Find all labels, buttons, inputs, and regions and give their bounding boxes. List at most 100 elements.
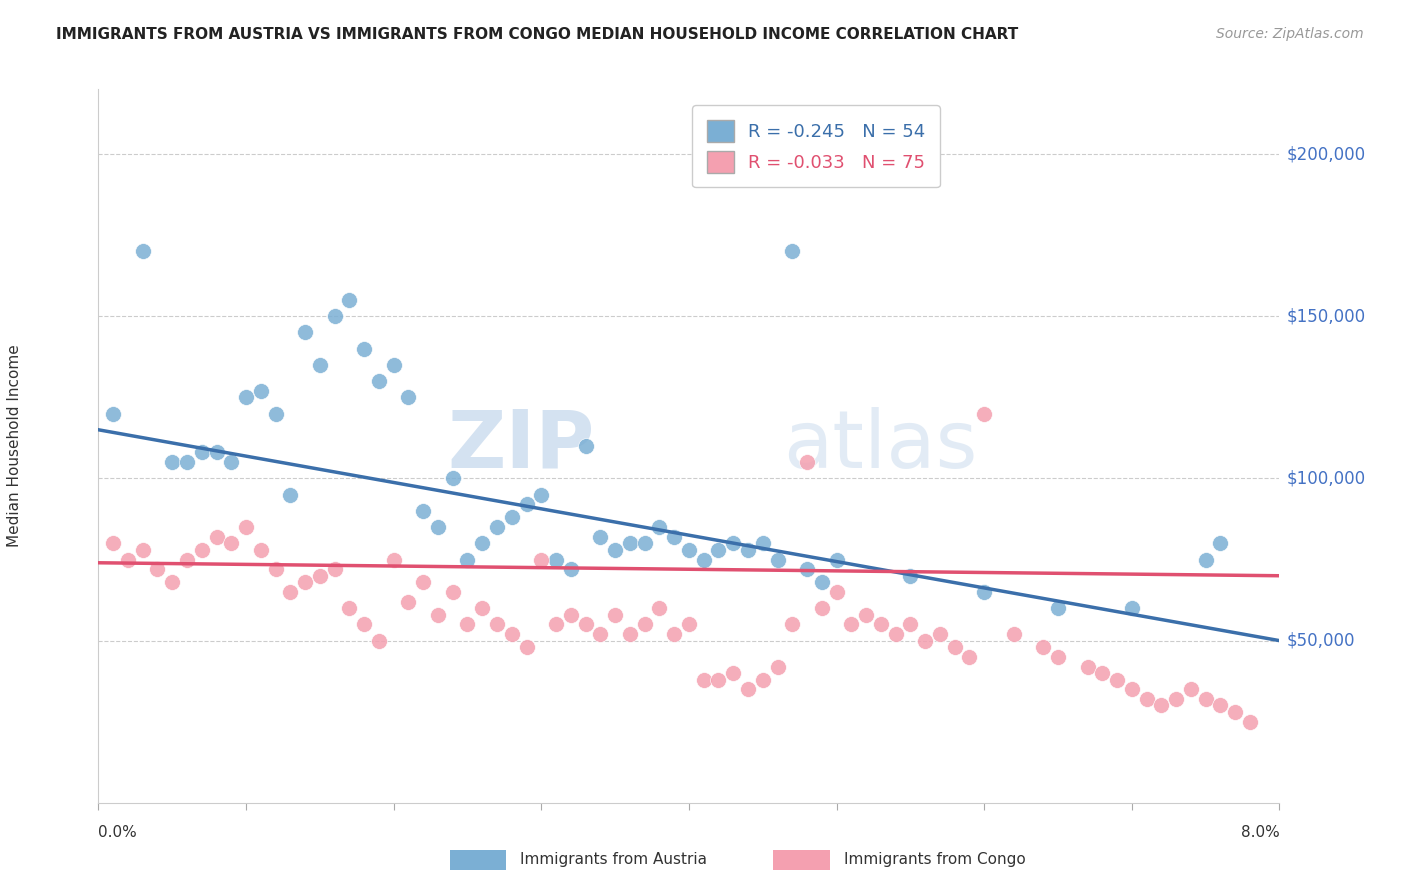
Point <box>619 536 641 550</box>
Point <box>456 552 478 566</box>
Point <box>751 536 773 550</box>
Point <box>132 542 155 557</box>
Point <box>928 627 950 641</box>
Point <box>1135 692 1157 706</box>
Point <box>707 542 730 557</box>
Point <box>589 530 612 544</box>
Point <box>1209 536 1232 550</box>
Text: Immigrants from Austria: Immigrants from Austria <box>520 853 707 867</box>
Point <box>353 342 375 356</box>
Point <box>574 439 596 453</box>
Point <box>914 633 936 648</box>
Point <box>796 455 818 469</box>
Point <box>898 568 921 582</box>
Point <box>515 640 537 654</box>
Point <box>782 244 804 259</box>
Point <box>766 659 789 673</box>
Point <box>367 374 389 388</box>
Point <box>574 617 596 632</box>
Point <box>693 673 716 687</box>
Point <box>426 607 449 622</box>
Point <box>1077 659 1099 673</box>
Point <box>707 673 730 687</box>
Point <box>721 536 744 550</box>
Point <box>456 617 478 632</box>
Point <box>412 575 434 590</box>
Point <box>250 542 273 557</box>
Point <box>219 536 242 550</box>
Point <box>323 310 346 324</box>
Point <box>560 562 582 576</box>
Point <box>560 607 582 622</box>
Point <box>162 575 183 590</box>
Point <box>1150 698 1173 713</box>
Point <box>485 520 508 534</box>
Point <box>855 607 877 622</box>
Point <box>839 617 862 632</box>
Point <box>1046 601 1069 615</box>
Point <box>678 542 700 557</box>
Point <box>205 445 228 459</box>
Point <box>308 358 332 372</box>
Point <box>501 510 523 524</box>
Point <box>412 504 434 518</box>
Point <box>337 293 360 307</box>
Point <box>353 617 375 632</box>
Text: $50,000: $50,000 <box>1286 632 1355 649</box>
Point <box>544 617 567 632</box>
Point <box>471 536 494 550</box>
Point <box>1105 673 1128 687</box>
Point <box>1194 552 1216 566</box>
Point <box>264 407 287 421</box>
Point <box>117 552 139 566</box>
Text: ZIP: ZIP <box>447 407 595 485</box>
Point <box>426 520 449 534</box>
Text: IMMIGRANTS FROM AUSTRIA VS IMMIGRANTS FROM CONGO MEDIAN HOUSEHOLD INCOME CORRELA: IMMIGRANTS FROM AUSTRIA VS IMMIGRANTS FR… <box>56 27 1018 42</box>
Text: atlas: atlas <box>783 407 977 485</box>
Legend: R = -0.245   N = 54, R = -0.033   N = 75: R = -0.245 N = 54, R = -0.033 N = 75 <box>692 105 939 187</box>
Point <box>1223 705 1246 719</box>
Point <box>278 488 301 502</box>
Point <box>544 552 567 566</box>
Point <box>103 536 124 550</box>
Point <box>501 627 523 641</box>
Point <box>308 568 332 582</box>
Point <box>471 601 494 615</box>
Point <box>678 617 700 632</box>
Point <box>323 562 346 576</box>
Point <box>810 575 832 590</box>
Point <box>396 595 419 609</box>
Point <box>191 542 214 557</box>
Point <box>589 627 612 641</box>
Point <box>146 562 169 576</box>
Point <box>485 617 508 632</box>
Point <box>1121 601 1143 615</box>
Point <box>205 530 228 544</box>
Point <box>515 497 537 511</box>
Point <box>103 407 124 421</box>
Point <box>1032 640 1054 654</box>
Point <box>782 617 804 632</box>
Point <box>162 455 183 469</box>
Point <box>132 244 155 259</box>
Point <box>898 617 921 632</box>
Point <box>869 617 891 632</box>
Point <box>766 552 789 566</box>
Point <box>264 562 287 576</box>
Point <box>973 585 995 599</box>
Point <box>1121 682 1143 697</box>
Point <box>605 607 627 622</box>
Point <box>751 673 773 687</box>
Text: Median Household Income: Median Household Income <box>7 344 21 548</box>
Point <box>884 627 907 641</box>
Point <box>1091 666 1114 681</box>
Point <box>973 407 995 421</box>
Point <box>441 471 464 485</box>
Point <box>530 552 553 566</box>
Point <box>367 633 389 648</box>
Point <box>943 640 966 654</box>
Point <box>1194 692 1216 706</box>
Point <box>396 390 419 404</box>
Text: 8.0%: 8.0% <box>1240 825 1279 840</box>
Point <box>294 575 316 590</box>
